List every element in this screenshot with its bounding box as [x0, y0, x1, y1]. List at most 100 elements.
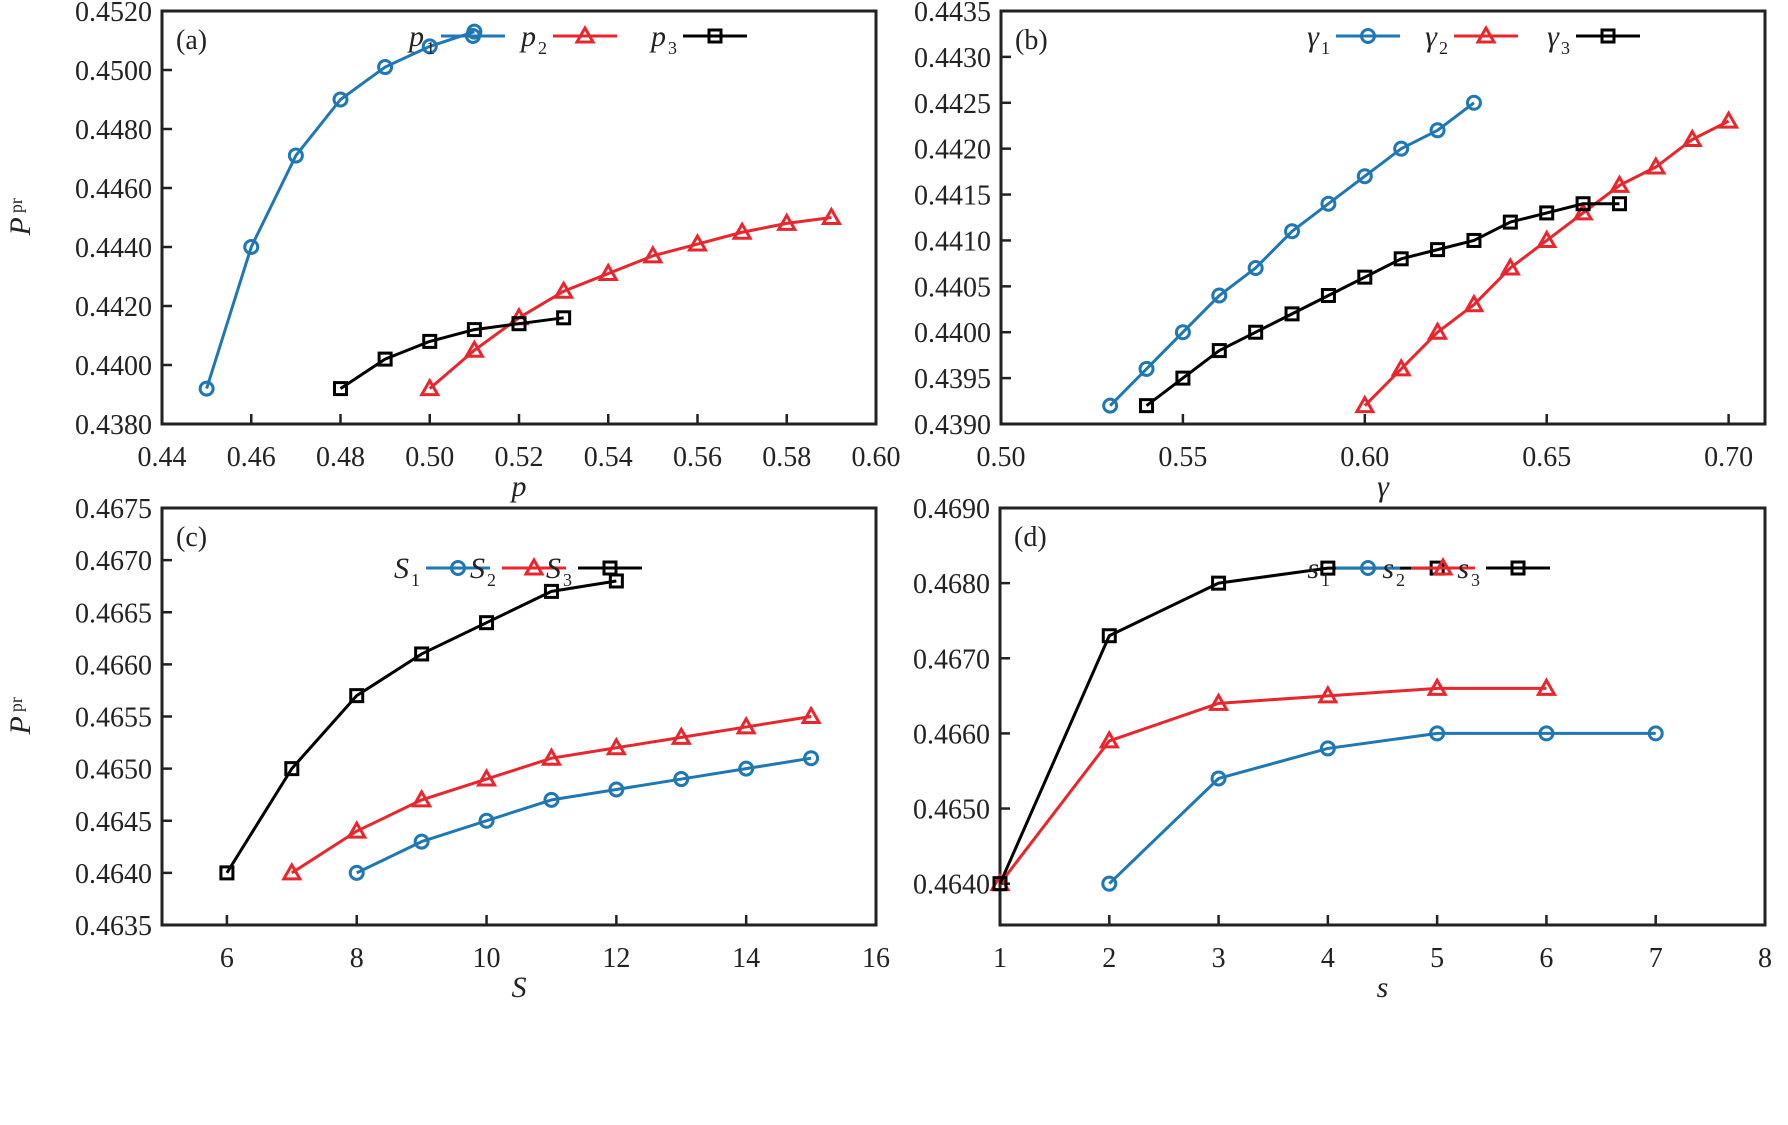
data-point-square: [1139, 398, 1155, 414]
data-point-triangle: [463, 339, 485, 358]
y-tick-label: 0.4650: [913, 795, 990, 826]
data-point-triangle: [1426, 321, 1449, 340]
data-point-square: [1175, 370, 1191, 386]
legend-label-subscript: 1: [1321, 570, 1330, 590]
data-point-circle: [1210, 770, 1227, 787]
data-point-square: [1539, 205, 1555, 221]
data-point-square: [377, 351, 393, 367]
plot-frame: [998, 506, 1767, 927]
x-tick-label: 7: [1649, 943, 1663, 974]
data-point-triangle: [1390, 357, 1412, 377]
data-point-circle: [608, 781, 625, 798]
data-point-triangle: [419, 377, 441, 397]
panel-label: (d): [1014, 522, 1047, 553]
data-point-square: [1466, 232, 1482, 248]
legend-label-subscript: 1: [1321, 38, 1330, 58]
data-point-triangle: [800, 705, 822, 724]
y-tick-label: 0.4400: [75, 351, 152, 382]
x-tick-label: 0.56: [673, 442, 722, 473]
x-tick-label: 8: [1758, 943, 1772, 974]
y-axis-title-main: P: [4, 716, 37, 735]
y-tick-label: 0.4675: [75, 494, 152, 525]
x-axis-title: s: [1377, 971, 1389, 1004]
x-tick-label: 0.55: [1158, 442, 1207, 473]
legend-label-main: S: [470, 552, 485, 585]
data-point-circle: [738, 760, 755, 777]
y-axis-title-subscript: pr: [6, 697, 26, 712]
y-axis-title: Ppr: [4, 697, 37, 735]
x-tick-label: 6: [1539, 943, 1553, 974]
series-line: [998, 686, 1547, 885]
data-point-square: [1284, 306, 1300, 322]
data-point-circle: [1101, 875, 1118, 892]
data-point-square: [543, 583, 559, 599]
y-tick-label: 0.4645: [75, 807, 152, 838]
y-tick-label: 0.4380: [75, 410, 152, 441]
series-line: [998, 566, 1438, 885]
y-axis-title-main: P: [4, 217, 37, 236]
data-point-triangle: [1098, 729, 1120, 749]
data-point-square: [1211, 343, 1227, 359]
legend-label-subscript: 3: [563, 570, 572, 590]
series-s3: [992, 560, 1445, 892]
legend-label-subscript: 2: [1439, 38, 1448, 58]
legend-marker-circle: [450, 560, 466, 576]
chart-panel-b: 0.50 0.55 0.60 0.65 0.70 0.4390 0.4395 0.4400 0.…: [914, 0, 1767, 503]
series-s1: [1101, 725, 1664, 892]
x-tick-label: 0.46: [227, 442, 276, 473]
legend-marker-triangle: [523, 556, 545, 576]
x-tick-label: 0.44: [138, 442, 187, 473]
series-γ1: [1102, 94, 1482, 414]
x-tick-label: 0.70: [1704, 442, 1753, 473]
legend-marker-circle: [1360, 560, 1376, 576]
legend-label-subscript: 2: [538, 38, 547, 58]
data-point-circle: [1102, 397, 1119, 414]
data-point-square: [1611, 196, 1627, 212]
data-point-circle: [1429, 725, 1446, 742]
data-point-triangle: [686, 233, 709, 252]
series-line: [428, 216, 832, 390]
legend-marker-square: [1510, 560, 1526, 576]
series-p3: [333, 310, 572, 397]
data-point-circle: [243, 239, 260, 255]
data-point-circle: [673, 771, 690, 788]
y-tick-label: 0.4520: [75, 0, 152, 28]
x-tick-label: 6: [220, 943, 234, 974]
data-point-triangle: [346, 820, 368, 839]
data-point-triangle: [1536, 229, 1558, 248]
data-point-square: [992, 876, 1008, 892]
legend-marker-triangle: [574, 24, 596, 44]
series-line: [291, 715, 812, 875]
y-tick-label: 0.4440: [75, 233, 152, 264]
legend-label-main: γ: [1307, 20, 1320, 53]
series-line: [205, 30, 475, 390]
data-point-circle: [1319, 740, 1336, 757]
data-point-circle: [1320, 195, 1337, 212]
legend-label-main: S: [546, 552, 561, 585]
y-tick-label: 0.4405: [914, 272, 991, 303]
data-point-circle: [348, 864, 365, 881]
data-point-circle: [543, 791, 560, 808]
legend-label-main: p: [649, 20, 666, 53]
data-point-triangle: [731, 221, 753, 240]
data-point-circle: [287, 147, 304, 164]
y-tick-label: 0.4390: [914, 410, 991, 441]
y-tick-label: 0.4660: [913, 719, 990, 750]
data-point-square: [349, 688, 365, 704]
x-axis-title: p: [510, 470, 527, 503]
data-point-square: [1575, 196, 1591, 212]
legend-label-subscript: 1: [426, 38, 435, 58]
x-axis-title: γ: [1377, 470, 1390, 503]
legend-label-main: s: [1457, 552, 1469, 585]
legend-marker-triangle: [1475, 24, 1497, 44]
legend-label-main: p: [407, 20, 424, 53]
y-tick-label: 0.4430: [914, 43, 991, 74]
